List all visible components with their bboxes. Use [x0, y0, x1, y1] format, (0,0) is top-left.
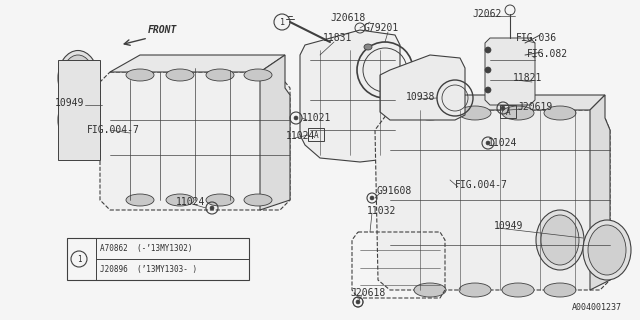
Ellipse shape: [206, 194, 234, 206]
Ellipse shape: [58, 92, 98, 148]
Ellipse shape: [206, 69, 234, 81]
Text: 10949: 10949: [494, 221, 524, 231]
Text: 11024: 11024: [176, 197, 205, 207]
Text: 11024: 11024: [286, 131, 316, 141]
Text: FIG.004-7: FIG.004-7: [87, 125, 140, 135]
Polygon shape: [100, 72, 290, 210]
Ellipse shape: [583, 220, 631, 280]
Ellipse shape: [536, 210, 584, 270]
Text: 11831: 11831: [323, 33, 353, 43]
Text: 10949: 10949: [55, 98, 84, 108]
Ellipse shape: [166, 69, 194, 81]
Polygon shape: [380, 55, 465, 120]
Text: 11032: 11032: [367, 206, 396, 216]
Text: J20619: J20619: [517, 102, 552, 112]
Polygon shape: [375, 110, 610, 290]
Polygon shape: [110, 55, 285, 72]
Ellipse shape: [544, 106, 576, 120]
Ellipse shape: [588, 225, 626, 275]
Ellipse shape: [502, 283, 534, 297]
Polygon shape: [485, 38, 535, 105]
Text: FRONT: FRONT: [148, 25, 177, 35]
Polygon shape: [260, 55, 290, 210]
Text: A: A: [314, 131, 318, 140]
Ellipse shape: [58, 51, 98, 106]
Circle shape: [501, 106, 505, 110]
Text: 1: 1: [77, 254, 81, 263]
Text: 11821: 11821: [513, 73, 542, 83]
Text: 1: 1: [280, 18, 285, 27]
Ellipse shape: [126, 194, 154, 206]
Text: J2062: J2062: [472, 9, 501, 19]
Ellipse shape: [126, 69, 154, 81]
Polygon shape: [590, 95, 610, 290]
Circle shape: [485, 87, 491, 93]
Text: J20618: J20618: [350, 288, 385, 298]
Circle shape: [356, 300, 360, 304]
Text: 11021: 11021: [302, 113, 332, 123]
Text: FIG.004-7: FIG.004-7: [455, 180, 508, 190]
Ellipse shape: [244, 194, 272, 206]
Text: A: A: [506, 108, 510, 116]
Circle shape: [485, 47, 491, 53]
Ellipse shape: [541, 215, 579, 265]
Circle shape: [486, 141, 490, 145]
Bar: [308, 128, 324, 141]
Ellipse shape: [459, 283, 491, 297]
Text: FIG.036: FIG.036: [516, 33, 557, 43]
Ellipse shape: [544, 283, 576, 297]
Circle shape: [485, 67, 491, 73]
Circle shape: [370, 196, 374, 200]
Bar: [67, 238, 249, 280]
Circle shape: [210, 206, 214, 210]
Text: G91608: G91608: [376, 186, 412, 196]
Ellipse shape: [166, 194, 194, 206]
Text: 11024: 11024: [488, 138, 517, 148]
Bar: [500, 105, 516, 118]
Text: A70862  (-’13MY1302): A70862 (-’13MY1302): [100, 244, 193, 253]
Ellipse shape: [62, 55, 94, 101]
Polygon shape: [300, 30, 400, 162]
Ellipse shape: [502, 106, 534, 120]
Text: A004001237: A004001237: [572, 303, 622, 313]
Polygon shape: [390, 95, 605, 110]
Polygon shape: [58, 60, 100, 160]
Ellipse shape: [244, 69, 272, 81]
Text: G79201: G79201: [363, 23, 398, 33]
Ellipse shape: [459, 106, 491, 120]
Text: J20896  (’13MY1303- ): J20896 (’13MY1303- ): [100, 265, 197, 274]
Circle shape: [294, 116, 298, 120]
Text: 10938: 10938: [406, 92, 435, 102]
Text: FIG.082: FIG.082: [527, 49, 568, 59]
Ellipse shape: [364, 44, 372, 50]
Ellipse shape: [62, 97, 94, 143]
Ellipse shape: [414, 106, 446, 120]
Text: J20618: J20618: [330, 13, 365, 23]
Ellipse shape: [414, 283, 446, 297]
